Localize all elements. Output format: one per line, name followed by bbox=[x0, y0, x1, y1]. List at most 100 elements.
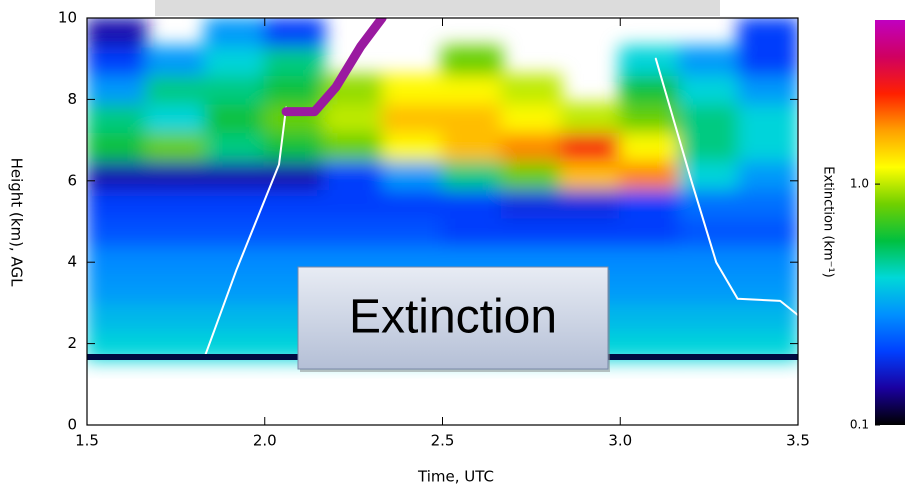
heat-cell bbox=[263, 159, 325, 190]
heat-cell bbox=[500, 130, 563, 162]
heat-cell bbox=[204, 130, 266, 162]
heat-cell bbox=[145, 301, 207, 333]
heat-cell bbox=[619, 301, 681, 333]
heat-cell bbox=[560, 187, 622, 219]
heat-cell bbox=[145, 187, 207, 219]
heat-cell bbox=[619, 102, 681, 133]
heat-cell bbox=[500, 216, 563, 247]
heat-cell bbox=[678, 73, 740, 105]
track-line bbox=[281, 18, 387, 117]
heat-cell bbox=[204, 301, 266, 333]
heat-cell bbox=[145, 273, 207, 304]
heat-cell bbox=[619, 244, 681, 276]
heat-cell bbox=[560, 159, 622, 190]
heat-cell bbox=[737, 45, 798, 76]
heat-cell bbox=[87, 45, 148, 76]
heat-cell bbox=[87, 102, 148, 133]
x-axis-label: Time, UTC bbox=[417, 468, 494, 486]
heat-cell bbox=[145, 102, 207, 133]
x-tick-label: 3.5 bbox=[786, 432, 810, 450]
annotation-box bbox=[297, 266, 609, 370]
heat-cell bbox=[87, 73, 148, 105]
heat-cell bbox=[737, 301, 798, 333]
heat-cell bbox=[263, 73, 325, 105]
heat-cell bbox=[737, 73, 798, 105]
heat-cell bbox=[678, 130, 740, 162]
heat-cell bbox=[263, 216, 325, 247]
heat-cell bbox=[382, 216, 444, 247]
heat-cell bbox=[382, 73, 444, 105]
heat-cell bbox=[441, 73, 503, 105]
colorbar bbox=[875, 20, 905, 425]
heat-cell bbox=[500, 73, 563, 105]
heat-cell bbox=[87, 273, 148, 304]
heat-cell bbox=[500, 187, 563, 219]
heat-cell bbox=[382, 102, 444, 133]
heat-cell bbox=[87, 159, 148, 190]
heat-cell bbox=[322, 130, 385, 162]
heat-cell bbox=[204, 159, 266, 190]
heat-cell bbox=[678, 102, 740, 133]
heat-cell bbox=[204, 187, 266, 219]
colorbar-label: Extinction (km⁻¹) bbox=[821, 166, 836, 277]
heat-cell bbox=[204, 45, 266, 76]
heat-cell bbox=[87, 301, 148, 333]
heat-cell bbox=[204, 273, 266, 304]
heat-cell bbox=[322, 187, 385, 219]
heat-cell bbox=[441, 130, 503, 162]
y-tick-label: 4 bbox=[67, 253, 77, 271]
heat-cell bbox=[382, 130, 444, 162]
heat-cell bbox=[500, 159, 563, 190]
track-line bbox=[203, 57, 798, 359]
heat-cell bbox=[204, 73, 266, 105]
x-tick-label: 3.0 bbox=[608, 432, 632, 450]
heat-cell bbox=[737, 18, 798, 48]
heat-cell bbox=[87, 187, 148, 219]
heat-cell bbox=[145, 216, 207, 247]
heat-cell bbox=[441, 159, 503, 190]
heat-cell bbox=[145, 130, 207, 162]
heat-cell bbox=[619, 45, 681, 76]
heat-cell bbox=[263, 130, 325, 162]
y-tick-label: 10 bbox=[58, 9, 77, 27]
heat-cell bbox=[87, 18, 148, 48]
y-tick-label: 0 bbox=[67, 416, 77, 434]
heat-cell bbox=[145, 159, 207, 190]
heat-cell bbox=[619, 273, 681, 304]
header-bar bbox=[155, 0, 720, 16]
heat-cell bbox=[560, 102, 622, 133]
heat-cell bbox=[619, 159, 681, 190]
heat-cell bbox=[263, 187, 325, 219]
axes: 1.5 2.0 2.5 3.0 3.5 0 2 4 6 8 10 bbox=[58, 9, 810, 450]
x-tick-label: 2.0 bbox=[253, 432, 277, 450]
y-tick-label: 8 bbox=[67, 90, 77, 108]
heat-cell bbox=[678, 159, 740, 190]
heat-cell bbox=[737, 216, 798, 247]
heat-cell bbox=[204, 102, 266, 133]
heat-cell bbox=[619, 130, 681, 162]
heat-cell bbox=[619, 73, 681, 105]
heat-cell bbox=[619, 187, 681, 219]
heat-cell bbox=[678, 301, 740, 333]
heat-cell bbox=[560, 130, 622, 162]
heat-cell bbox=[441, 102, 503, 133]
heat-cell bbox=[678, 273, 740, 304]
heat-cell bbox=[263, 45, 325, 76]
heat-cell bbox=[382, 159, 444, 190]
heat-cell bbox=[737, 244, 798, 276]
heat-cell bbox=[322, 159, 385, 190]
heat-cell bbox=[619, 216, 681, 247]
heat-cell bbox=[737, 102, 798, 133]
heat-cell bbox=[87, 244, 148, 276]
y-tick-label: 2 bbox=[67, 334, 77, 352]
x-tick-label: 1.5 bbox=[75, 432, 99, 450]
heat-cell bbox=[204, 18, 266, 48]
overlay bbox=[203, 18, 798, 359]
heat-cell bbox=[145, 73, 207, 105]
y-tick-label: 6 bbox=[67, 171, 77, 189]
heat-cell bbox=[322, 216, 385, 247]
x-tick-label: 2.5 bbox=[431, 432, 455, 450]
annotation: Extinction bbox=[349, 291, 557, 344]
heat-cell bbox=[87, 216, 148, 247]
